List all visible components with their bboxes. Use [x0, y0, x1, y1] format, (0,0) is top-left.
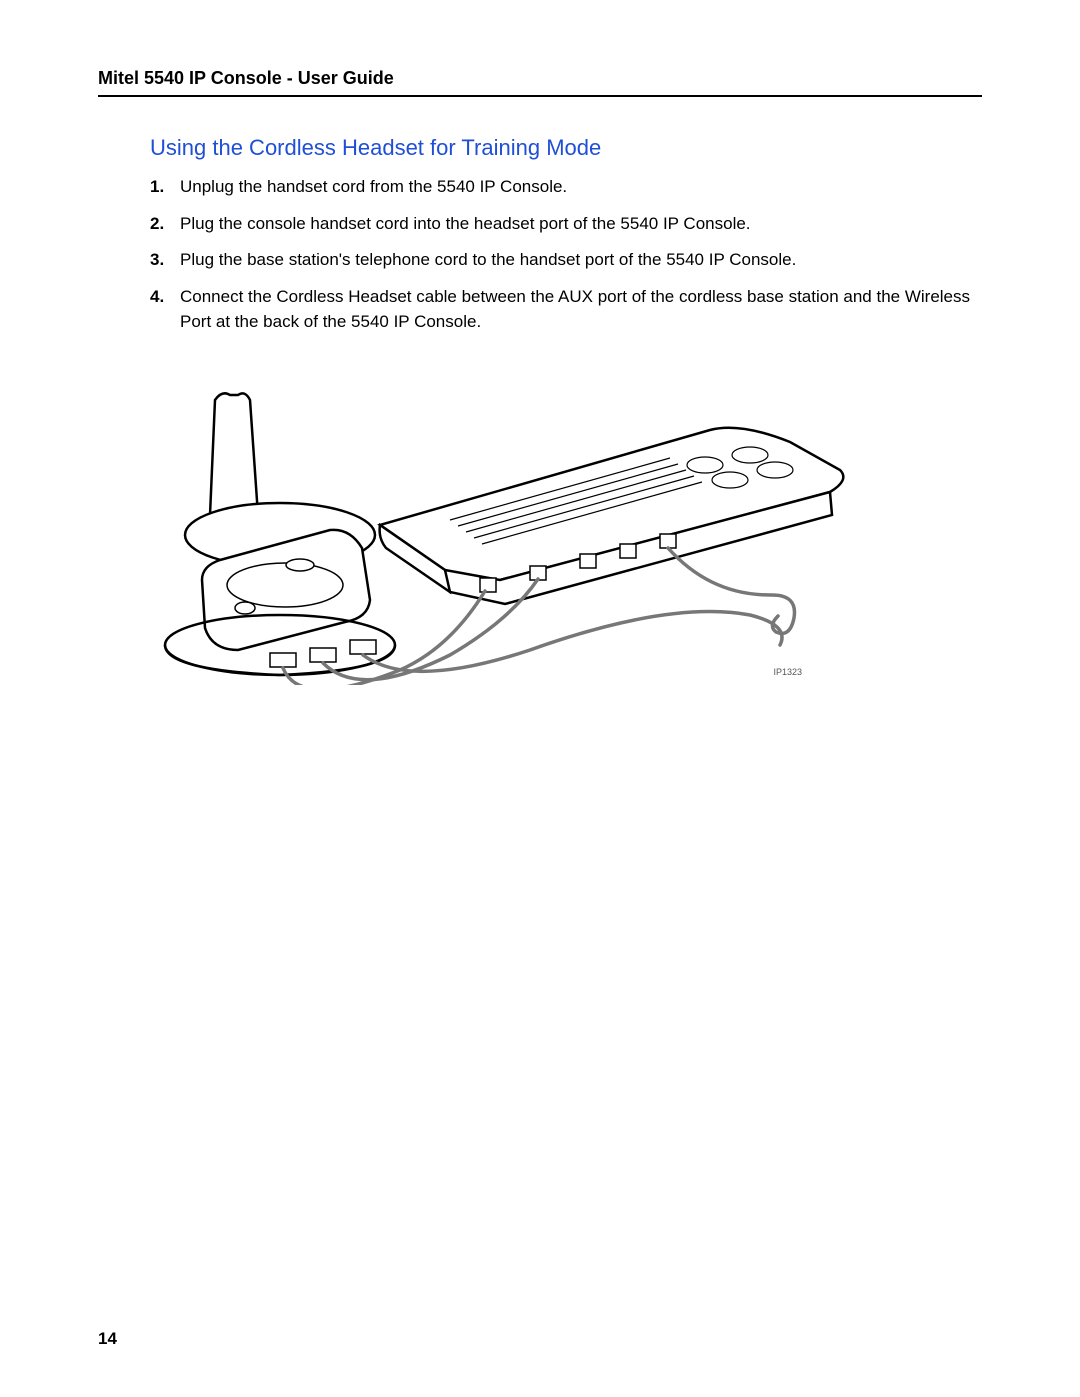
step-number: 4.: [150, 285, 180, 334]
list-item: 2. Plug the console handset cord into th…: [150, 212, 982, 237]
step-text: Plug the console handset cord into the h…: [180, 212, 982, 237]
device-connection-diagram: [150, 370, 850, 685]
step-text: Connect the Cordless Headset cable betwe…: [180, 285, 982, 334]
header-rule: [98, 95, 982, 97]
step-number: 2.: [150, 212, 180, 237]
steps-list: 1. Unplug the handset cord from the 5540…: [150, 175, 982, 334]
step-text: Plug the base station's telephone cord t…: [180, 248, 982, 273]
document-page: Mitel 5540 IP Console - User Guide Using…: [0, 0, 1080, 1397]
list-item: 3. Plug the base station's telephone cor…: [150, 248, 982, 273]
step-number: 1.: [150, 175, 180, 200]
page-header-title: Mitel 5540 IP Console - User Guide: [98, 68, 982, 95]
page-number: 14: [98, 1329, 117, 1349]
list-item: 1. Unplug the handset cord from the 5540…: [150, 175, 982, 200]
figure-label: IP1323: [773, 667, 802, 677]
figure-illustration: IP1323: [150, 370, 850, 685]
section-heading: Using the Cordless Headset for Training …: [150, 135, 982, 161]
step-number: 3.: [150, 248, 180, 273]
step-text: Unplug the handset cord from the 5540 IP…: [180, 175, 982, 200]
list-item: 4. Connect the Cordless Headset cable be…: [150, 285, 982, 334]
